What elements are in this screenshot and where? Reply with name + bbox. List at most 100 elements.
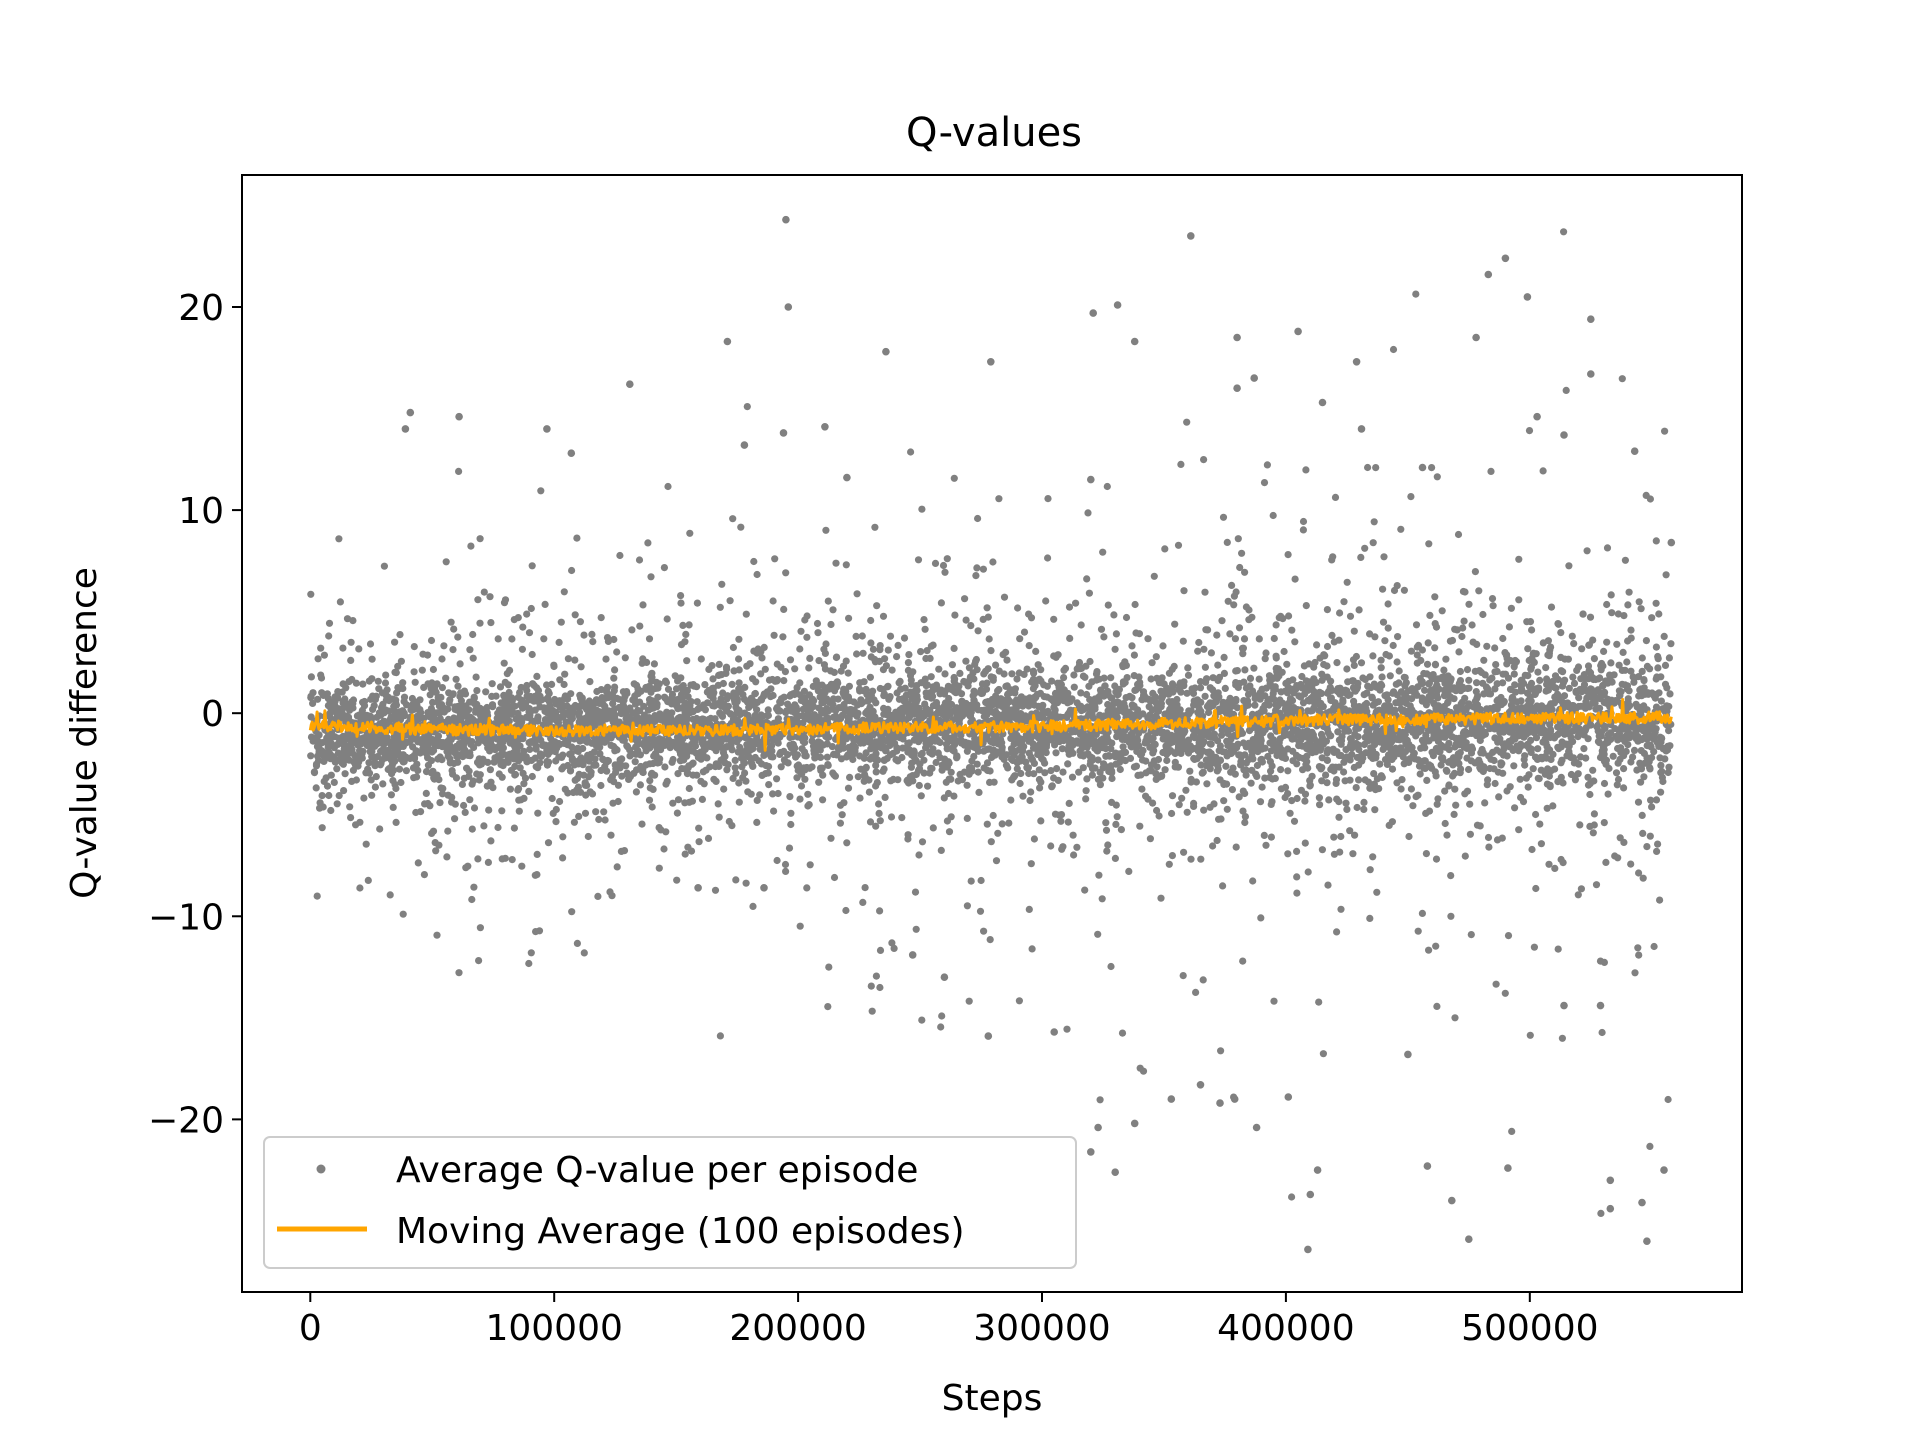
scatter-point xyxy=(1357,659,1366,667)
scatter-point xyxy=(382,671,390,679)
scatter-point xyxy=(1468,621,1476,629)
scatter-point xyxy=(369,705,377,714)
scatter-point xyxy=(1542,664,1550,672)
scatter-point xyxy=(1642,637,1650,645)
scatter-point xyxy=(1369,539,1377,547)
scatter-point xyxy=(867,745,875,753)
scatter-point xyxy=(307,673,315,681)
scatter-point xyxy=(660,693,669,701)
scatter-point xyxy=(918,505,926,513)
scatter-point xyxy=(510,824,518,832)
scatter-point xyxy=(1499,679,1507,687)
scatter-point xyxy=(853,650,861,658)
scatter-point xyxy=(1412,290,1420,298)
scatter-point xyxy=(1103,847,1111,855)
scatter-point xyxy=(476,535,484,543)
scatter-point xyxy=(1394,633,1402,641)
scatter-point xyxy=(438,684,446,692)
scatter-point xyxy=(1136,1064,1144,1072)
scatter-point xyxy=(560,588,568,596)
scatter-point xyxy=(685,784,693,793)
scatter-point xyxy=(1107,694,1115,702)
scatter-point xyxy=(1384,600,1392,608)
scatter-point xyxy=(950,474,958,482)
scatter-point xyxy=(527,604,535,613)
scatter-point xyxy=(984,665,992,673)
scatter-point xyxy=(400,693,409,701)
scatter-point xyxy=(1177,460,1185,468)
scatter-point xyxy=(1432,855,1441,863)
scatter-point xyxy=(1590,821,1598,829)
scatter-point xyxy=(1239,807,1247,815)
scatter-point xyxy=(307,713,315,721)
scatter-point xyxy=(333,800,341,808)
scatter-point xyxy=(1425,946,1433,954)
scatter-point xyxy=(608,892,616,900)
scatter-point xyxy=(1242,603,1250,611)
scatter-point xyxy=(1016,635,1024,643)
scatter-point xyxy=(700,780,708,788)
scatter-point xyxy=(1618,375,1626,383)
scatter-point xyxy=(735,635,743,643)
scatter-point xyxy=(371,783,379,791)
scatter-point xyxy=(1210,800,1218,808)
scatter-point xyxy=(691,742,700,750)
scatter-point xyxy=(1328,631,1336,640)
scatter-point xyxy=(638,820,646,828)
scatter-point xyxy=(872,972,881,980)
scatter-point xyxy=(1483,781,1491,789)
scatter-point xyxy=(533,672,541,681)
scatter-point xyxy=(1379,585,1387,593)
scatter-point xyxy=(532,745,540,753)
scatter-point xyxy=(1655,610,1663,618)
scatter-point xyxy=(1126,732,1134,740)
scatter-point xyxy=(803,884,811,892)
scatter-point xyxy=(1511,804,1519,812)
scatter-point xyxy=(801,616,809,624)
scatter-point xyxy=(904,659,913,667)
scatter-point xyxy=(569,788,577,797)
scatter-point xyxy=(983,604,991,612)
scatter-point xyxy=(660,564,669,572)
scatter-point xyxy=(979,565,988,573)
scatter-point xyxy=(1244,690,1253,699)
scatter-point xyxy=(1116,765,1124,774)
scatter-point xyxy=(907,448,915,456)
scatter-point xyxy=(939,561,948,570)
scatter-point xyxy=(519,623,527,631)
scatter-point xyxy=(986,936,994,944)
scatter-point xyxy=(669,799,677,807)
scatter-point xyxy=(1082,787,1090,795)
scatter-point xyxy=(1125,867,1133,876)
scatter-point xyxy=(1349,850,1357,858)
scatter-point xyxy=(320,651,328,659)
scatter-point xyxy=(1118,1029,1127,1037)
scatter-point xyxy=(1095,871,1103,879)
scatter-point xyxy=(957,739,966,747)
scatter-point xyxy=(1466,830,1474,838)
scatter-point xyxy=(786,656,795,664)
scatter-point xyxy=(1111,645,1119,653)
scatter-point xyxy=(1055,684,1063,692)
scatter-point xyxy=(584,736,592,745)
scatter-point xyxy=(937,599,946,607)
scatter-point xyxy=(1376,760,1384,768)
scatter-point xyxy=(674,677,682,685)
scatter-point xyxy=(1400,586,1408,594)
scatter-point xyxy=(1063,1025,1071,1033)
scatter-point xyxy=(1661,427,1669,435)
scatter-point xyxy=(454,633,462,641)
scatter-point xyxy=(1196,684,1205,692)
scatter-point xyxy=(1609,752,1617,760)
scatter-point xyxy=(594,892,602,901)
scatter-point xyxy=(1422,850,1430,858)
scatter-point xyxy=(1019,792,1027,800)
scatter-point xyxy=(728,680,736,689)
scatter-point xyxy=(1052,749,1060,757)
scatter-point xyxy=(1569,754,1578,762)
scatter-point xyxy=(1240,678,1248,686)
scatter-point xyxy=(1138,785,1146,793)
scatter-point xyxy=(1070,851,1078,859)
scatter-point xyxy=(1285,612,1293,620)
scatter-point xyxy=(1214,661,1222,669)
